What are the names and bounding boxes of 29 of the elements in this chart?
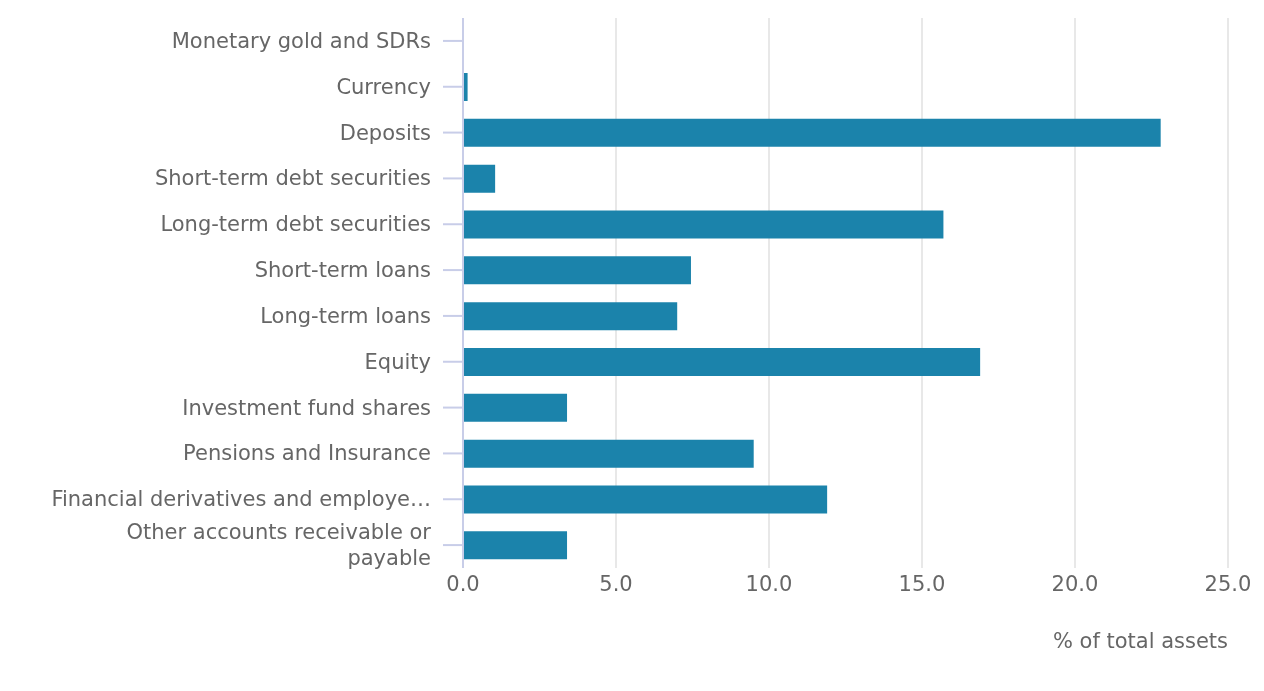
- y-tick-label: Deposits: [339, 120, 431, 145]
- x-axis-title: % of total assets: [1052, 629, 1228, 653]
- y-tick-label: Other accounts receivable or payable: [126, 520, 432, 571]
- y-tick-label: Long-term loans: [260, 303, 431, 328]
- x-tick-label: 20.0: [1051, 571, 1099, 596]
- bar: [463, 531, 568, 560]
- y-tick-label: Monetary gold and SDRs: [171, 28, 431, 53]
- bar: [463, 485, 828, 514]
- bar: [463, 393, 568, 422]
- x-tick-label: 5.0: [599, 571, 633, 596]
- y-tick-label: Equity: [364, 349, 431, 374]
- bar: [463, 302, 678, 331]
- y-tick-label: Short-term loans: [254, 258, 431, 283]
- y-tick-label: Long-term debt securities: [160, 212, 431, 237]
- x-tick-label: 15.0: [898, 571, 946, 596]
- bar: [463, 118, 1161, 147]
- bar: [463, 256, 691, 285]
- x-tick-label: 10.0: [745, 571, 793, 596]
- y-tick-label: Financial derivatives and employe…: [51, 487, 431, 512]
- bar: [463, 439, 754, 468]
- bar: [463, 164, 496, 193]
- x-tick-label: 25.0: [1204, 571, 1252, 596]
- y-tick-label: Short-term debt securities: [154, 166, 431, 191]
- bar: [463, 210, 944, 239]
- y-tick-label: Investment fund shares: [182, 395, 431, 420]
- y-tick-label: Currency: [336, 74, 431, 99]
- x-tick-label: 0.0: [446, 571, 480, 596]
- y-tick-label: Pensions and Insurance: [183, 441, 431, 466]
- bar: [463, 348, 981, 376]
